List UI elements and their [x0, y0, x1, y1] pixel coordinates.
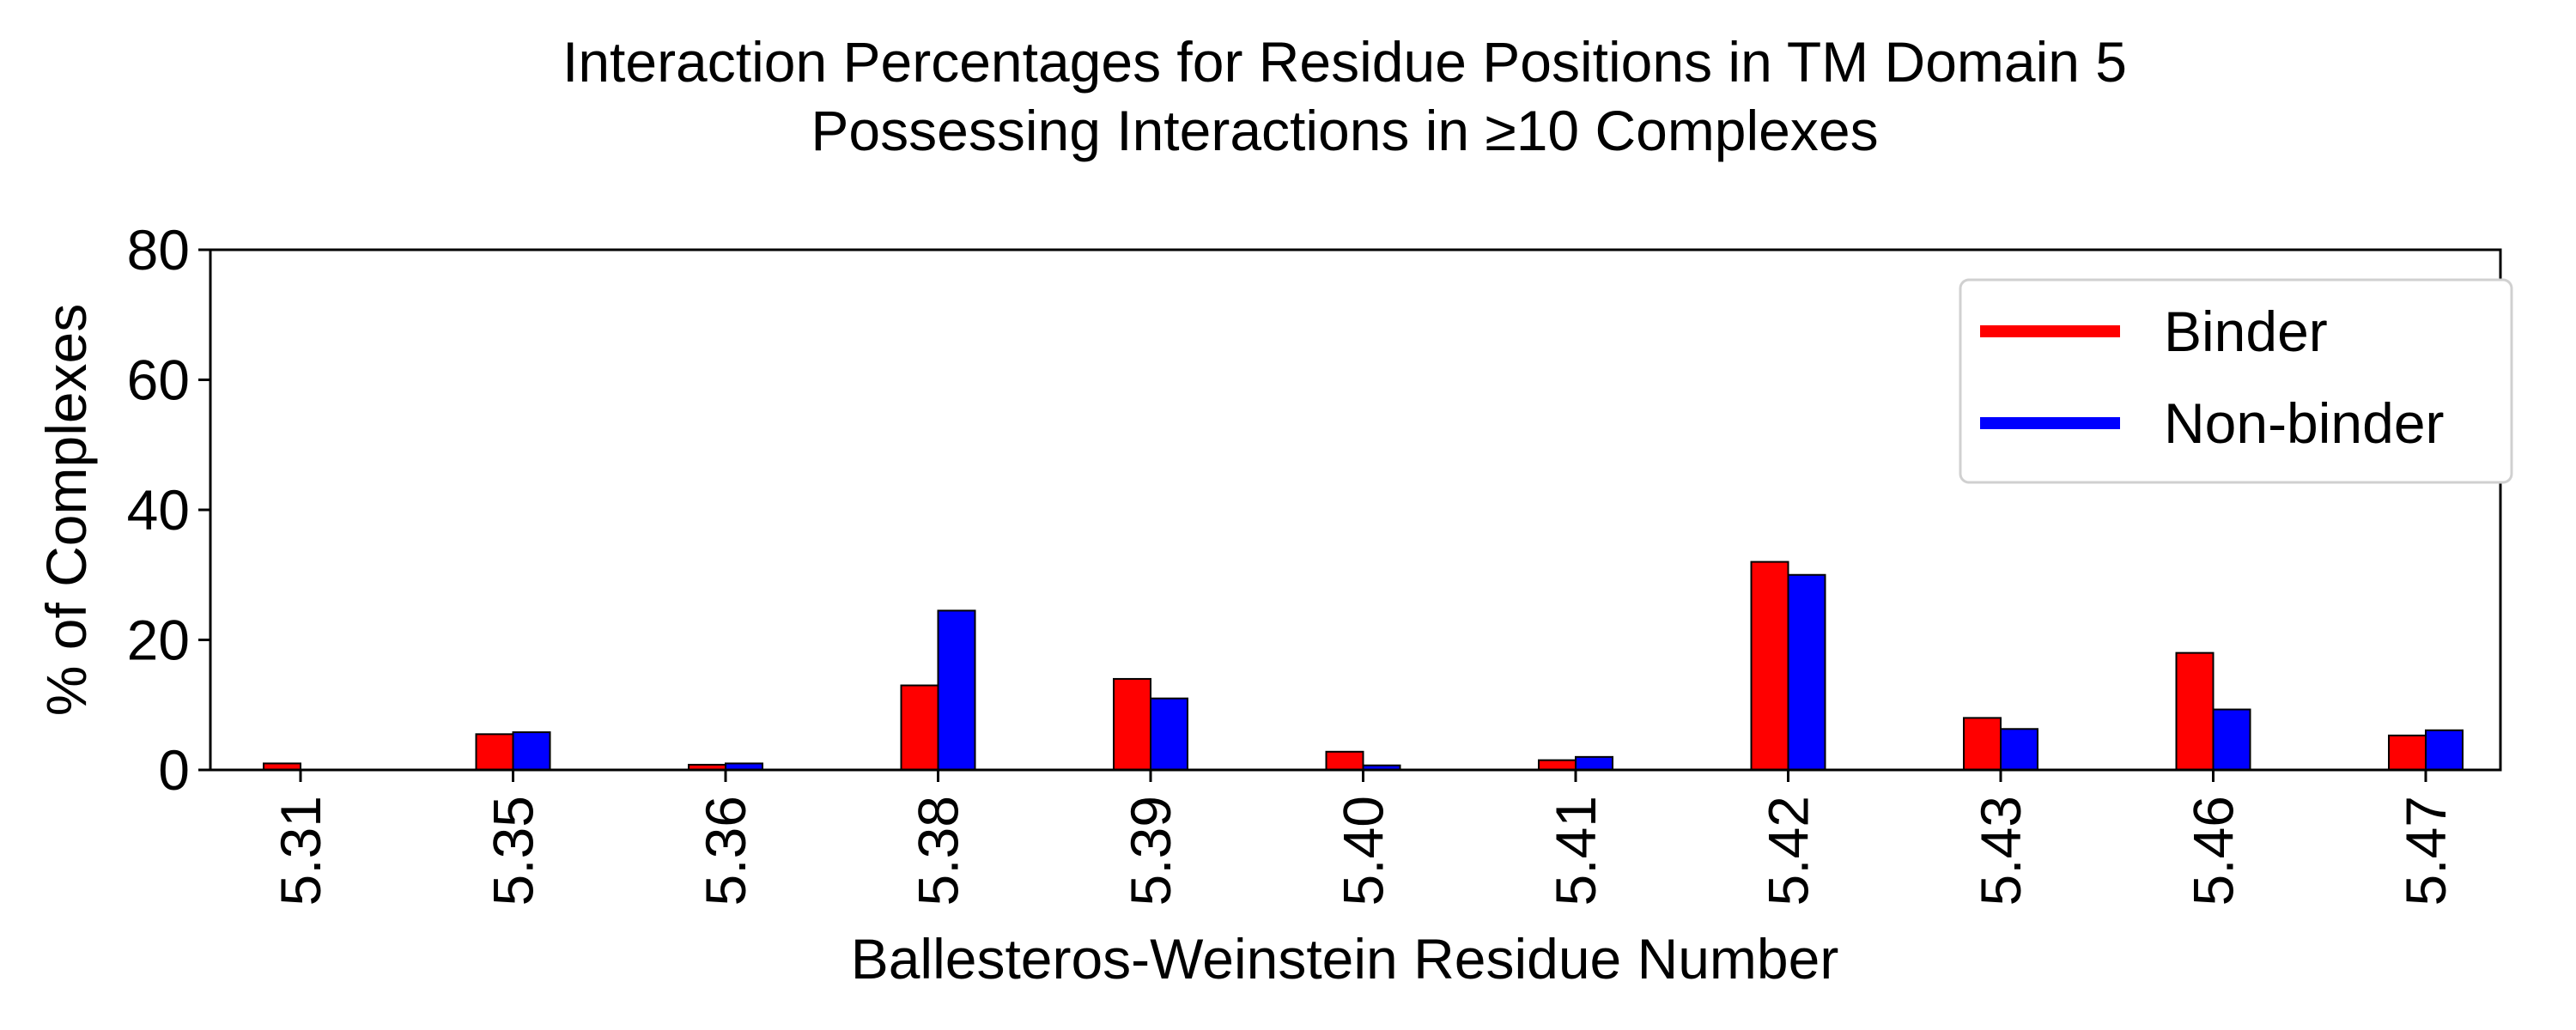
plot-frame	[209, 248, 2502, 772]
x-tick-label: 5.41	[1544, 796, 1607, 906]
x-axis-label: Ballesteros-Weinstein Residue Number	[851, 927, 1839, 991]
x-tick-label: 5.36	[694, 796, 757, 906]
x-tick-label: 5.42	[1757, 796, 1820, 906]
y-axis-label: % of Complexes	[34, 304, 98, 717]
bar-binder-5-42	[1750, 560, 1789, 771]
bar-binder-5-39	[1113, 677, 1151, 772]
bar-binder-5-35	[475, 733, 514, 772]
bar-non-binder-5-47	[2425, 729, 2464, 771]
bar-non-binder-5-39	[1150, 697, 1188, 771]
x-tick-label: 5.46	[2182, 796, 2245, 906]
x-tick-label: 5.43	[1969, 796, 2032, 906]
x-tick-label: 5.31	[269, 796, 332, 906]
y-tick-label: 80	[127, 218, 190, 282]
x-tick-label: 5.40	[1332, 796, 1395, 906]
legend: Binder Non-binder	[1959, 278, 2513, 484]
y-tick-label: 0	[158, 738, 190, 802]
bar-non-binder-5-46	[2212, 708, 2251, 771]
legend-label-non-binder: Non-binder	[2164, 391, 2445, 455]
bars-layer	[263, 560, 2464, 772]
bar-non-binder-5-35	[512, 731, 551, 772]
bar-non-binder-5-38	[937, 609, 976, 771]
bar-binder-5-41	[1538, 759, 1577, 772]
x-tick-label: 5.47	[2394, 796, 2458, 906]
bar-binder-5-46	[2175, 651, 2215, 772]
y-tick-label: 20	[127, 609, 190, 672]
bar-binder-5-47	[2388, 734, 2427, 771]
x-tick-label: 5.39	[1119, 796, 1182, 906]
bar-binder-5-43	[1963, 717, 2002, 772]
chart-subtitle: Possessing Interactions in ≥10 Complexes	[811, 99, 1878, 162]
bar-binder-5-40	[1325, 750, 1364, 771]
y-tick-label: 60	[127, 348, 190, 412]
x-tick-label: 5.38	[907, 796, 970, 906]
ticks-layer: 0 20 40 60 80 5.31 5.35 5.36 5.38 5.39 5.40 5.41 5.4…	[127, 218, 2458, 906]
chart-title: Interaction Percentages for Residue Posi…	[562, 30, 2127, 94]
bar-non-binder-5-43	[2000, 728, 2038, 772]
legend-label-binder: Binder	[2164, 300, 2328, 363]
x-tick-label: 5.35	[482, 796, 545, 906]
bar-non-binder-5-41	[1575, 755, 1613, 771]
bar-binder-5-38	[900, 684, 939, 772]
y-tick-label: 40	[127, 478, 190, 542]
bar-non-binder-5-42	[1787, 573, 1826, 771]
